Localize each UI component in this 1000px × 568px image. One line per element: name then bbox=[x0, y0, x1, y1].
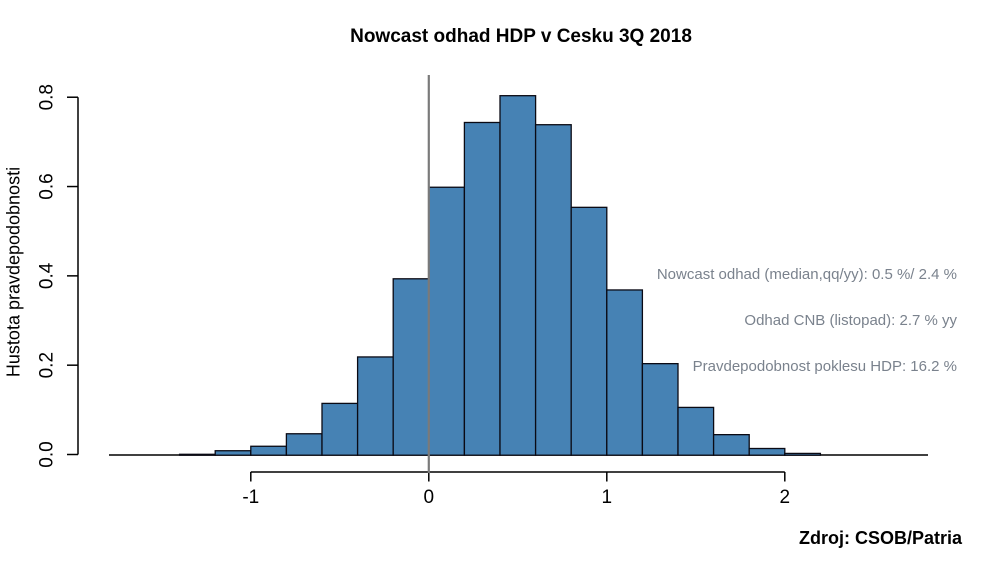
histogram-bar bbox=[784, 452, 822, 456]
histogram-bar bbox=[392, 278, 430, 456]
histogram-bar bbox=[250, 445, 288, 456]
histogram-bar bbox=[321, 402, 359, 456]
y-tick-label: 0.8 bbox=[37, 84, 58, 110]
histogram-bar bbox=[463, 121, 501, 456]
y-tick-label: 0.4 bbox=[37, 262, 58, 289]
histogram-bar bbox=[356, 356, 394, 456]
histogram-bar bbox=[712, 434, 750, 456]
x-tick-label: 0 bbox=[424, 487, 435, 508]
histogram-bar bbox=[285, 433, 323, 456]
histogram-bar bbox=[178, 453, 216, 456]
annotation-cnb-estimate: Odhad CNB (listopad): 2.7 % yy bbox=[744, 312, 957, 329]
chart-title: Nowcast odhad HDP v Cesku 3Q 2018 bbox=[350, 26, 692, 47]
histogram-bar bbox=[214, 450, 252, 456]
histogram-bar bbox=[748, 447, 786, 456]
annotation-nowcast-estimate: Nowcast odhad (median,qq/yy): 0.5 %/ 2.4… bbox=[656, 266, 957, 283]
x-tick-label: 1 bbox=[602, 487, 613, 508]
histogram-bar bbox=[534, 124, 572, 456]
annotation-decline-probability: Pravdepodobnost poklesu HDP: 16.2 % bbox=[692, 358, 957, 375]
y-tick-label: 0.6 bbox=[37, 173, 58, 199]
histogram-bar bbox=[428, 186, 466, 456]
histogram-bar bbox=[570, 206, 608, 456]
x-tick-label: -1 bbox=[242, 487, 259, 508]
histogram-bar bbox=[677, 406, 715, 456]
histogram-bar bbox=[606, 289, 644, 456]
source-credit: Zdroj: CSOB/Patria bbox=[798, 528, 962, 548]
histogram-bar bbox=[499, 95, 537, 456]
histogram-bar bbox=[641, 362, 679, 456]
y-tick-label: 0.0 bbox=[37, 441, 58, 467]
y-tick-label: 0.2 bbox=[37, 352, 58, 378]
x-tick-label: 2 bbox=[780, 487, 791, 508]
